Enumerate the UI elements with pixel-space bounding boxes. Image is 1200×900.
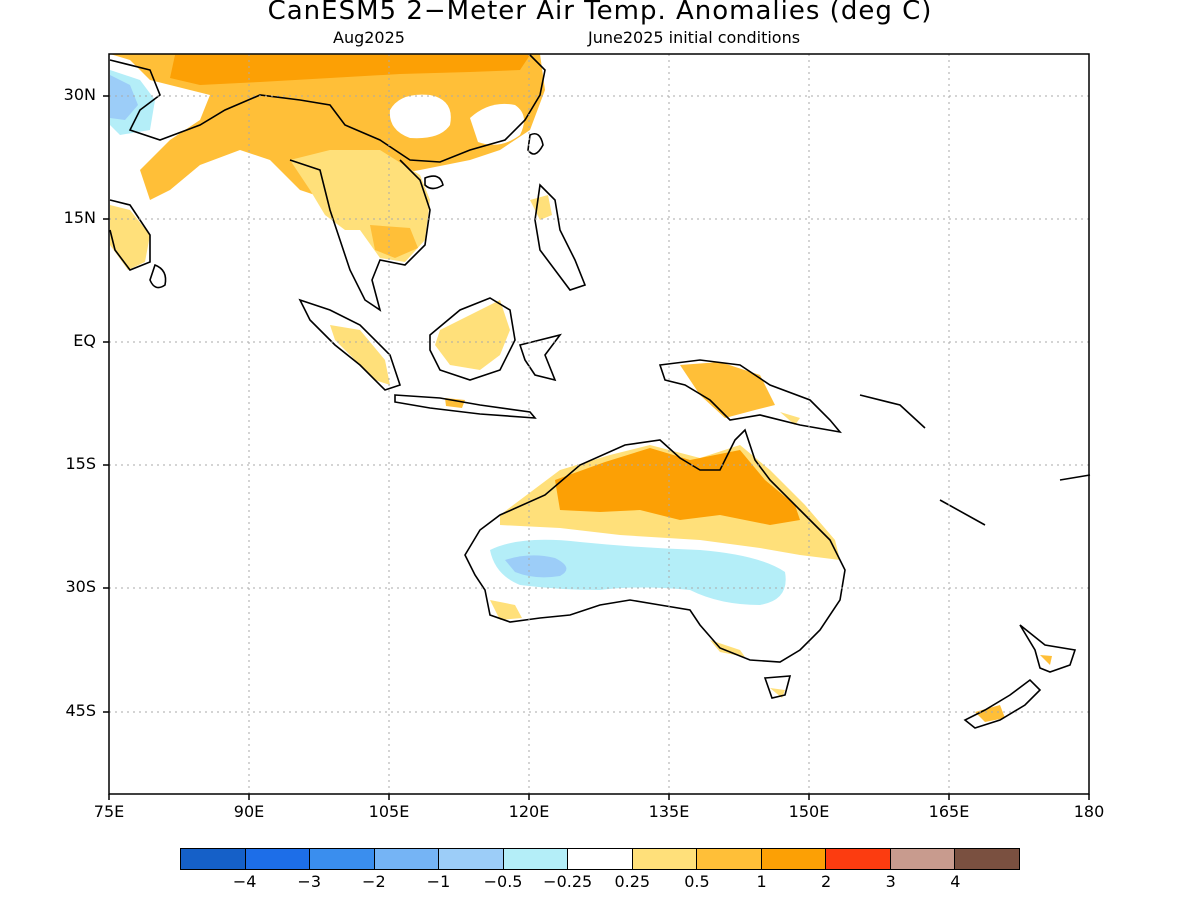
color-swatch-4: [439, 849, 504, 869]
coast-taiwan: [527, 132, 544, 155]
coast-new-guinea: [658, 359, 843, 434]
anomaly-aus-north-orange: [555, 448, 800, 525]
color-scale-label-0: −4: [232, 872, 257, 891]
coast-sri-lanka: [149, 263, 167, 289]
lat-label-15n: 15N: [63, 208, 96, 227]
anomaly-borneo: [435, 300, 510, 370]
anomaly-india-west: [110, 205, 150, 270]
color-swatch-7: [632, 849, 698, 869]
anomaly-aus-se: [710, 640, 745, 657]
anomaly-china-white-patch: [389, 94, 451, 139]
anomaly-shading: [110, 54, 1052, 722]
color-swatch-1: [245, 849, 311, 869]
color-swatch-11: [890, 849, 956, 869]
color-scale-label-6: 0.25: [614, 872, 651, 891]
anomaly-nz-north: [1040, 655, 1052, 665]
anomaly-aus-blue: [505, 555, 567, 578]
color-swatch-10: [826, 849, 891, 869]
anomaly-aus-cyan: [490, 539, 786, 605]
lat-label-45s: 45S: [65, 701, 96, 720]
coast-indochina: [289, 159, 431, 312]
color-scale-label-1: −3: [297, 872, 322, 891]
initial-conditions-label: June2025 initial conditions: [588, 28, 801, 47]
color-scale-label-11: 4: [950, 872, 961, 891]
coast-asia-mainland: [109, 54, 546, 163]
color-scale-bar: [180, 848, 1020, 870]
lon-label-150e: 150E: [788, 802, 830, 821]
lat-label-15s: 15S: [65, 454, 96, 473]
anomaly-china-orange: [170, 55, 530, 85]
tick-marks: [103, 95, 1090, 800]
anomaly-sumatra: [330, 325, 390, 385]
color-swatch-2: [310, 849, 375, 869]
coast-nz-south: [963, 678, 1042, 729]
lon-label-165e: 165E: [928, 802, 970, 821]
anomaly-nz: [975, 705, 1005, 722]
color-scale-label-8: 1: [756, 872, 767, 891]
coast-java: [394, 394, 537, 419]
map-frame: [108, 53, 1090, 795]
lat-label-30s: 30S: [65, 577, 96, 596]
lon-label-90e: 90E: [233, 802, 265, 821]
anomaly-thailand-orange: [370, 225, 418, 258]
lon-label-120e: 120E: [508, 802, 550, 821]
lon-label-105e: 105E: [368, 802, 410, 821]
color-scale-label-3: −1: [426, 872, 451, 891]
color-scale-label-10: 3: [885, 872, 896, 891]
lon-label-180: 180: [1073, 802, 1105, 821]
coast-australia: [464, 428, 846, 663]
coast-hainan: [424, 175, 444, 190]
color-scale-label-2: −2: [362, 872, 386, 891]
valid-month-label: Aug2025: [333, 28, 405, 47]
color-scale-label-4: −0.5: [483, 872, 523, 891]
color-scale-label-5: −0.25: [543, 872, 593, 891]
anomaly-new-guinea-east: [780, 412, 800, 425]
color-swatch-5: [503, 849, 569, 869]
lat-label-30n: 30N: [63, 85, 96, 104]
anomaly-philippines: [530, 195, 552, 220]
anomaly-new-guinea: [680, 362, 775, 418]
color-scale-label-9: 2: [821, 872, 832, 891]
color-swatch-8: [697, 849, 762, 869]
coastlines: [109, 54, 1091, 729]
anomaly-aus-sw: [490, 600, 522, 620]
color-swatch-12: [955, 849, 1019, 869]
color-swatch-6: [568, 849, 633, 869]
coast-borneo: [429, 297, 516, 381]
lon-label-75e: 75E: [93, 802, 125, 821]
coast-sulawesi: [518, 333, 562, 382]
lon-label-135e: 135E: [648, 802, 690, 821]
coast-tasmania: [763, 675, 792, 699]
lat-label-eq: EQ: [73, 331, 96, 350]
coast-sumatra: [298, 298, 402, 391]
coast-philippines: [534, 183, 587, 291]
coast-nz-north: [1019, 624, 1077, 673]
color-swatch-3: [374, 849, 440, 869]
coast-india: [109, 199, 151, 271]
map-title: CanESM5 2−Meter Air Temp. Anomalies (deg…: [267, 0, 933, 26]
anomaly-pakistan-blue: [110, 75, 138, 120]
color-scale-label-7: 0.5: [684, 872, 710, 891]
color-swatch-0: [181, 849, 246, 869]
coast-pacific-islands: [859, 394, 1091, 526]
anomaly-china-tibet: [110, 54, 545, 200]
grid-lines: [109, 54, 1089, 794]
color-swatch-9: [761, 849, 827, 869]
